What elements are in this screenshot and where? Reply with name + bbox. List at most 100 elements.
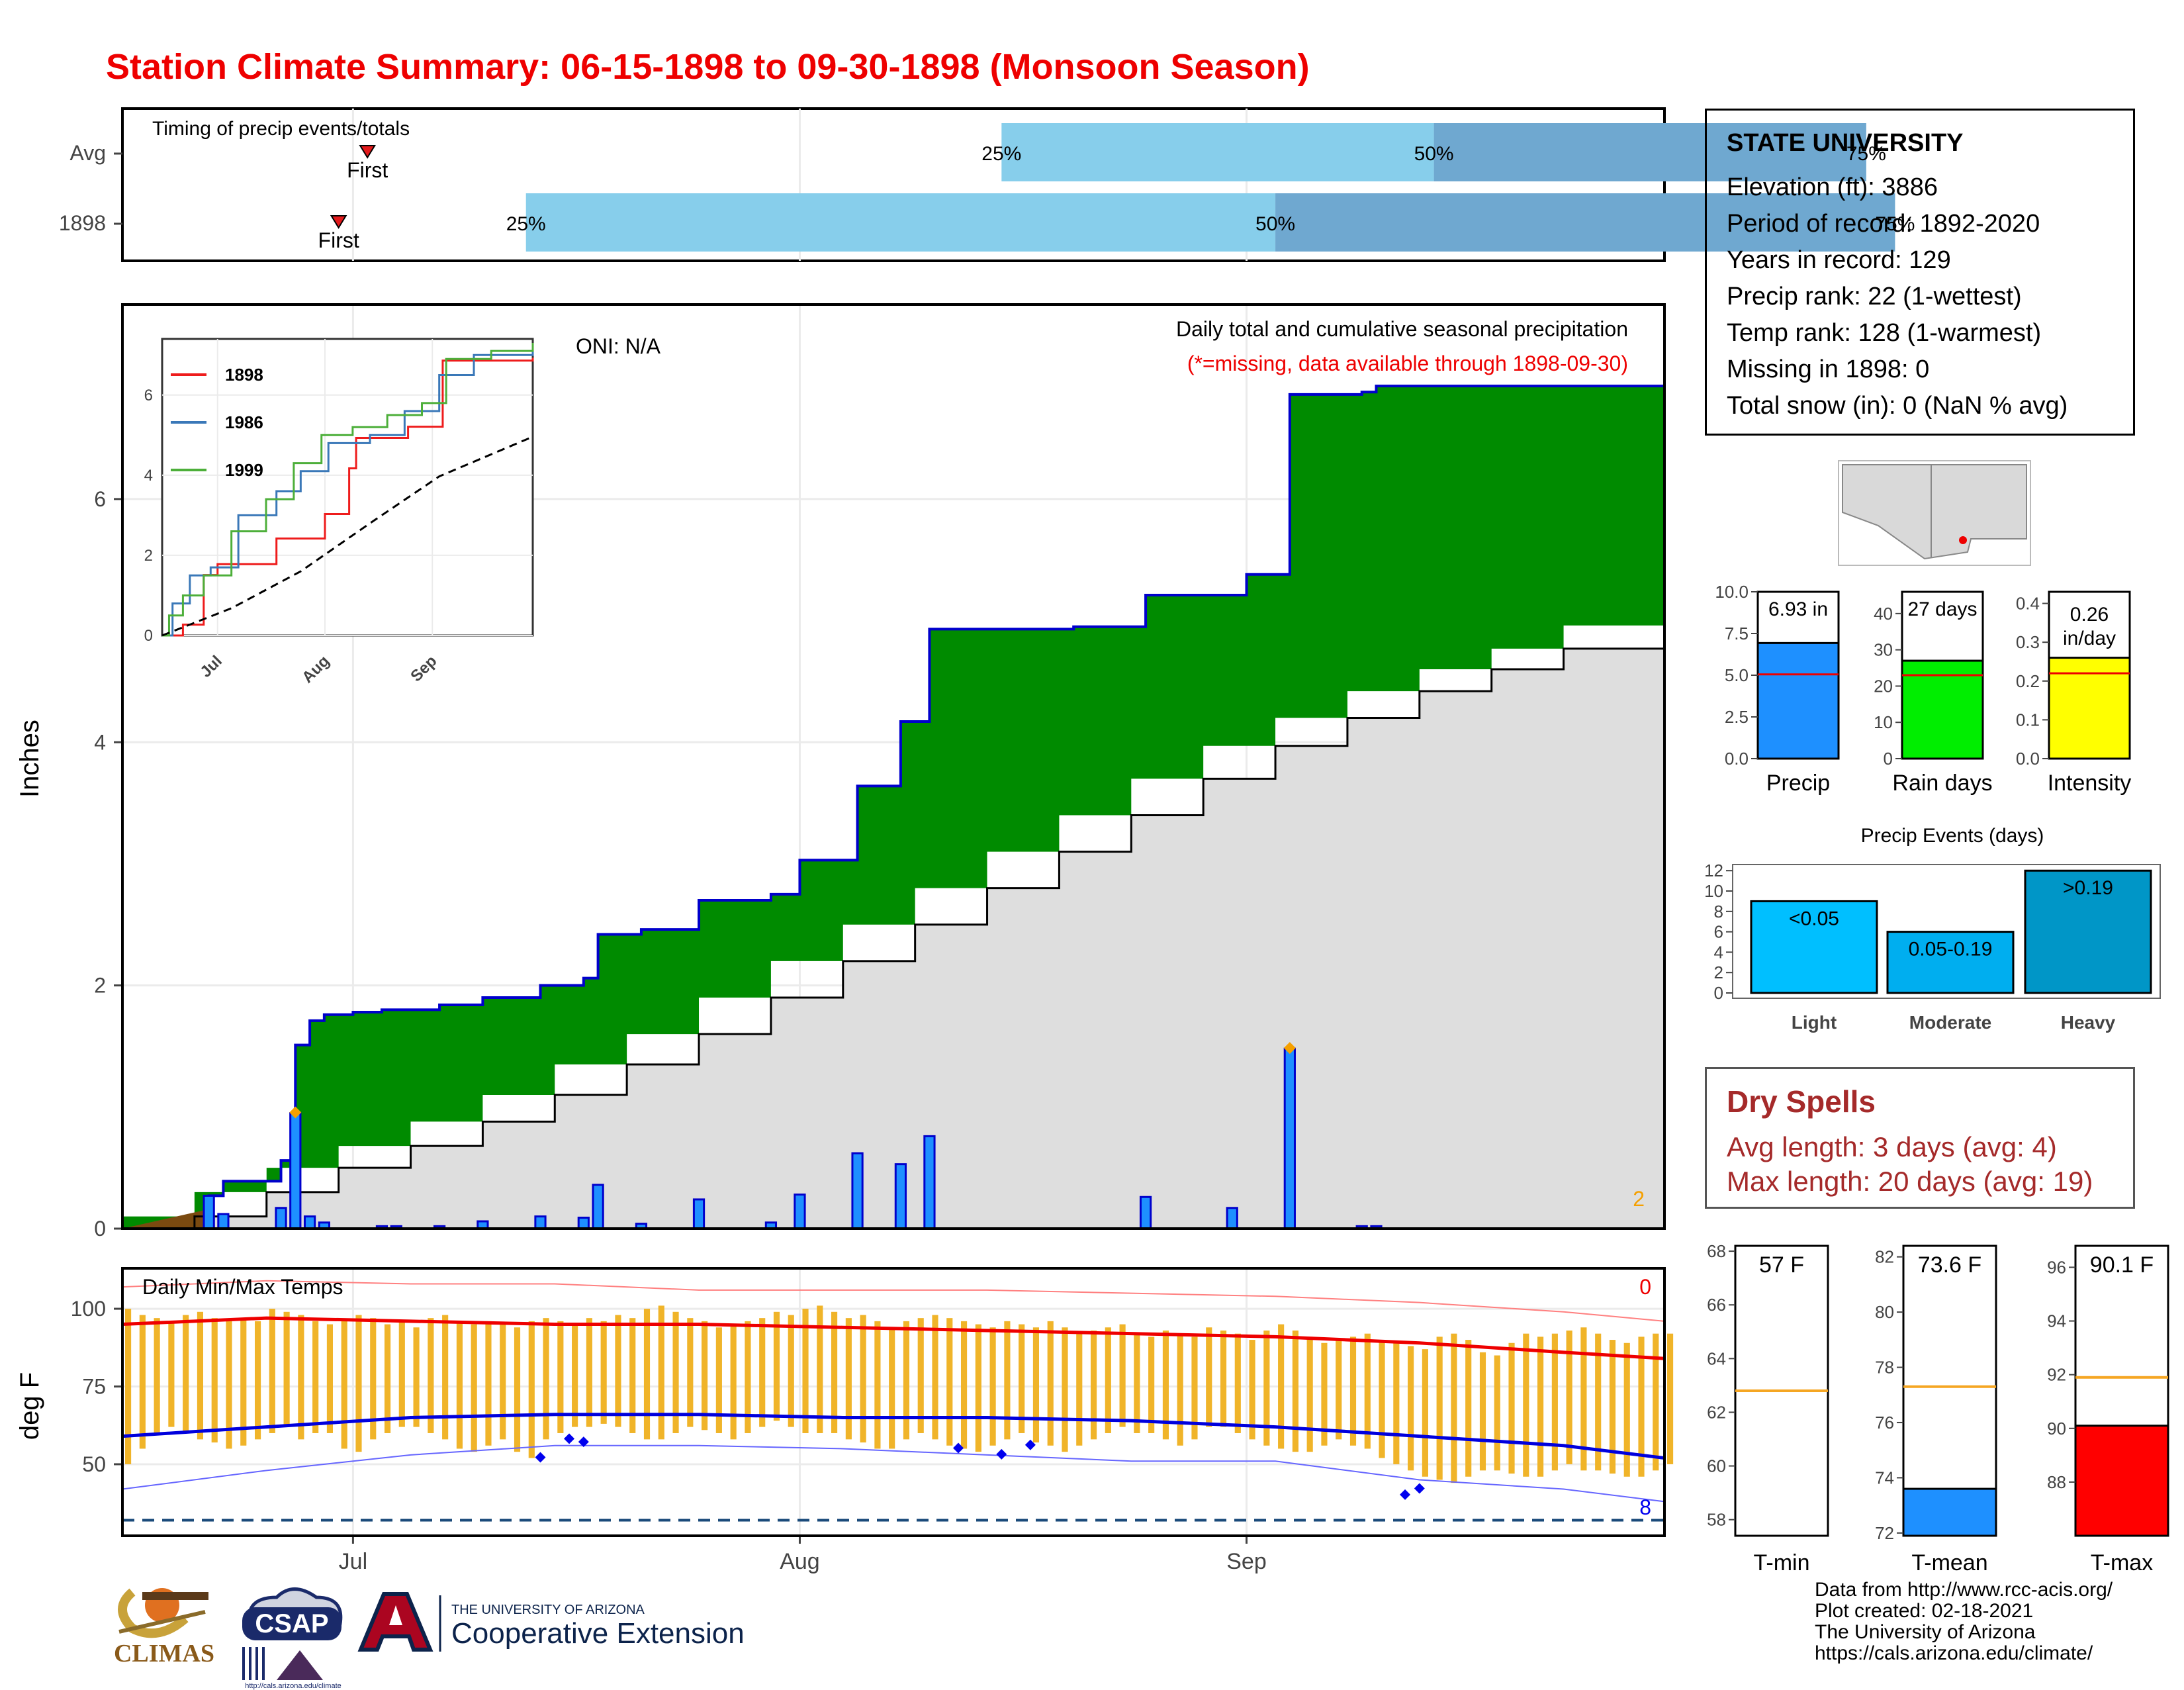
daily-temp-range-bar [1653, 1333, 1659, 1471]
daily-temp-range-bar [514, 1327, 521, 1452]
svg-text:THE UNIVERSITY OF ARIZONA: THE UNIVERSITY OF ARIZONA [451, 1603, 645, 1617]
x-tick-label: Aug [780, 1549, 820, 1574]
svg-text:CSAP: CSAP [255, 1609, 328, 1638]
daily-temp-range-bar [226, 1321, 232, 1449]
daily-temp-range-bar [283, 1311, 290, 1427]
daily-temp-range-bar [1623, 1342, 1630, 1477]
state-outline [1842, 464, 2027, 560]
daily-temp-range-bar [154, 1318, 160, 1433]
temp-bar-tick-label: 82 [1875, 1247, 1894, 1267]
daily-temp-range-bar [355, 1315, 362, 1452]
daily-precip-bar [577, 1216, 590, 1230]
temp-bar-value [1902, 1487, 1997, 1537]
daily-temp-range-bar [1508, 1342, 1515, 1474]
daily-temp-range-bar [745, 1321, 751, 1433]
daily-temp-range-bar [1004, 1321, 1011, 1440]
credit-line: https://cals.arizona.edu/climate/ [1815, 1642, 2093, 1664]
mini-bar-value-label: 27 days [1907, 598, 1977, 620]
daily-temp-range-bar [572, 1324, 578, 1427]
temp-count-red: 0 [1639, 1275, 1651, 1299]
cold-marker [952, 1442, 964, 1454]
temp-bar-tick-label: 92 [2047, 1365, 2066, 1385]
daily-temp-range-bar [1162, 1330, 1169, 1440]
daily-temp-range-bar [168, 1321, 175, 1427]
daily-temp-range-bar [456, 1321, 463, 1449]
events-tick-label: 12 [1704, 861, 1723, 880]
timing-percent-label: 50% [1255, 213, 1295, 235]
daily-temp-range-bar [1523, 1333, 1529, 1477]
temp-bar-tick-label: 58 [1707, 1510, 1726, 1530]
events-bar [1886, 931, 2015, 994]
credits: Data from http://www.rcc-acis.org/ Plot … [1815, 1579, 2113, 1664]
daily-temp-range-bar [1408, 1346, 1414, 1471]
inset-legend-label: 1986 [225, 412, 263, 432]
precip-tick-label: 4 [94, 730, 106, 754]
daily-temp-range-bar [586, 1318, 592, 1427]
temp-bar-label: T-mean [1911, 1550, 1987, 1575]
daily-temp-range-bar [398, 1321, 405, 1427]
daily-precip-bar [923, 1135, 936, 1230]
cold-marker [996, 1448, 1007, 1460]
temp-bar-tick-label: 64 [1707, 1348, 1726, 1368]
events-tick-label: 6 [1714, 922, 1723, 942]
daily-temp-range-bar [773, 1311, 780, 1421]
precip-y-axis-label: Inches [15, 720, 44, 798]
inset-tick-label: 4 [144, 467, 153, 485]
cold-marker [564, 1433, 575, 1444]
temp-bar-value-label: 90.1 F [2090, 1252, 2154, 1278]
daily-temp-range-bar [1537, 1337, 1544, 1477]
station-line: Precip rank: 22 (1-wettest) [1727, 283, 2022, 310]
inset-legend-label: 1999 [225, 460, 263, 480]
daily-temp-range-bar [874, 1321, 881, 1449]
daily-precip-bar [592, 1184, 604, 1230]
daily-temp-range-bar [1105, 1327, 1111, 1433]
mini-bar-tick-label: 20 [1874, 676, 1893, 696]
oni-label: ONI: N/A [576, 334, 661, 358]
events-tick-label: 10 [1704, 881, 1723, 901]
credit-line: Data from http://www.rcc-acis.org/ [1815, 1579, 2113, 1601]
daily-temp-range-bar [989, 1327, 996, 1446]
daily-temp-range-bar [1306, 1337, 1313, 1452]
precip-tick-label: 0 [94, 1217, 106, 1241]
mini-bar-value-label: 6.93 in [1768, 598, 1828, 620]
daily-temp-range-bar [1609, 1340, 1616, 1474]
daily-precip-bar [217, 1213, 230, 1230]
daily-temp-range-bar [1422, 1349, 1428, 1477]
temp-bar-frame [1902, 1244, 1997, 1537]
events-bar-label: Light [1792, 1012, 1837, 1033]
daily-temp-range-bar [672, 1311, 679, 1433]
daily-temp-range-bar [702, 1321, 708, 1431]
timing-row-label: Avg [69, 141, 106, 165]
station-location-marker [1959, 536, 1967, 544]
daily-temp-range-bar [1206, 1327, 1212, 1427]
precip-annotation-missing: (*=missing, data available through 1898-… [1187, 352, 1628, 375]
daily-temp-range-bar [1090, 1330, 1097, 1440]
daily-temp-range-bar [1278, 1324, 1285, 1449]
daily-temp-range-bar [1263, 1330, 1270, 1446]
daily-precip-bar [303, 1215, 316, 1230]
daily-temp-range-bar [1292, 1330, 1298, 1452]
cold-marker [1414, 1483, 1425, 1494]
station-line: Total snow (in): 0 (NaN % avg) [1727, 392, 2068, 420]
daily-temp-range-bar [643, 1309, 651, 1440]
dry-spells-avg: Avg length: 3 days (avg: 4) [1727, 1131, 2057, 1162]
precip-tick-label: 2 [94, 974, 106, 998]
mini-bar-tick-label: 0 [1884, 749, 1893, 769]
mini-bar-tick-label: 30 [1874, 640, 1893, 660]
timing-bar-25-50 [1001, 123, 1434, 181]
station-name: STATE UNIVERSITY [1727, 129, 1964, 157]
daily-precip-bar [692, 1198, 705, 1230]
chart-title: Station Climate Summary: 06-15-1898 to 0… [106, 47, 1310, 87]
events-tick-label: 8 [1714, 902, 1723, 921]
daily-temp-range-bar [543, 1318, 549, 1440]
timing-marker-label: First [318, 228, 359, 252]
cold-marker [535, 1452, 546, 1463]
temp-bar-tick-label: 78 [1875, 1358, 1894, 1378]
daily-temp-range-bar [428, 1318, 434, 1433]
daily-temp-range-bar [1364, 1333, 1371, 1449]
temp-tick-label: 50 [82, 1452, 106, 1476]
mini-bar-label: Precip [1766, 771, 1830, 796]
daily-temp-range-bar [1321, 1342, 1328, 1446]
timing-percent-label: 50% [1414, 143, 1454, 165]
